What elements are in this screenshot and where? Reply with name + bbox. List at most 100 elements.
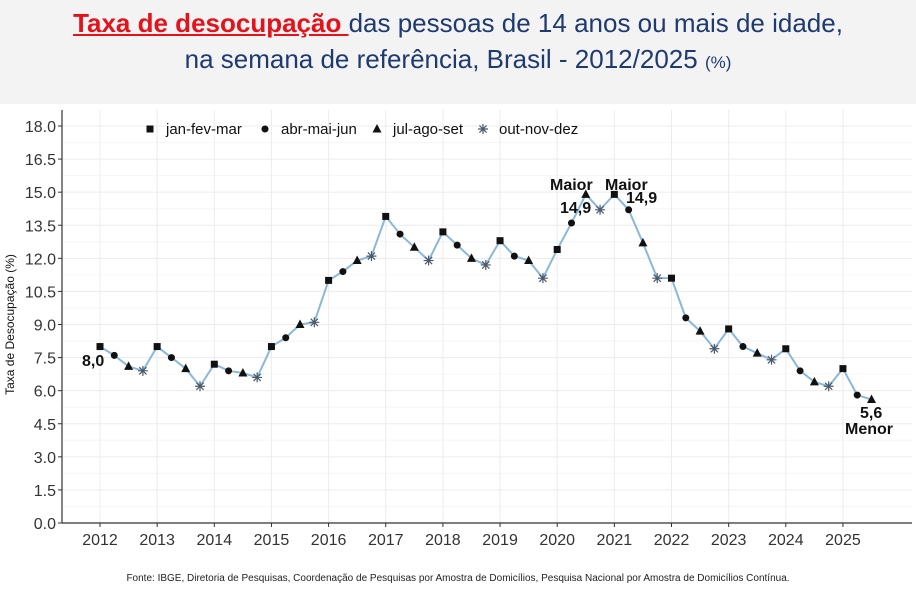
data-point	[96, 343, 104, 351]
y-tick-label: 12.0	[25, 251, 56, 268]
data-point	[567, 219, 575, 227]
legend-label: jul-ago-set	[392, 121, 464, 138]
data-point	[309, 317, 320, 328]
data-point	[453, 241, 461, 249]
data-point	[752, 348, 762, 357]
annotation-max-label: Maior	[605, 177, 648, 194]
x-tick-label: 2023	[711, 532, 747, 549]
y-tick-label: 9.0	[34, 318, 56, 335]
legend-marker-circle	[261, 125, 269, 133]
y-axis-label: Taxa de Desocupação (%)	[3, 254, 17, 395]
data-point	[796, 367, 804, 375]
data-point	[252, 372, 263, 383]
x-tick-label: 2025	[825, 532, 861, 549]
title-unit: (%)	[704, 53, 732, 72]
legend-label: jan-fev-mar	[165, 121, 242, 138]
x-tick-label: 2022	[654, 532, 690, 549]
data-point	[238, 368, 248, 377]
data-point	[295, 319, 305, 328]
data-point	[396, 230, 404, 238]
legend-label: out-nov-dez	[499, 121, 578, 138]
data-point	[423, 255, 434, 266]
data-point	[610, 190, 618, 198]
annotation-min-value: 5,6	[860, 405, 882, 422]
data-point	[809, 376, 819, 386]
data-point	[137, 365, 148, 376]
data-point	[652, 273, 663, 284]
y-tick-label: 7.5	[34, 351, 56, 368]
data-point	[110, 351, 118, 359]
data-point	[709, 343, 720, 354]
data-point	[167, 354, 175, 362]
annotation-first-value: 8,0	[82, 353, 104, 370]
data-point	[325, 276, 333, 284]
x-tick-label: 2012	[82, 532, 118, 549]
x-tick-label: 2021	[597, 532, 633, 549]
data-point	[267, 343, 275, 351]
data-point	[339, 268, 347, 276]
x-tick-label: 2015	[254, 532, 290, 549]
data-point	[439, 228, 447, 236]
y-tick-label: 15.0	[25, 185, 56, 202]
data-point	[496, 237, 504, 245]
y-tick-label: 1.5	[34, 483, 56, 500]
data-point	[181, 363, 191, 373]
x-tick-label: 2017	[368, 532, 404, 549]
title-line-2: na semana de referência, Brasil - 2012/2…	[0, 44, 916, 75]
y-tick-label: 0.0	[34, 516, 56, 533]
annotation-max-value: 14,9	[560, 200, 591, 217]
unemployment-chart: 0.0 1.5 3.0 4.5 6.0 7.5 9.0 10.5 12.0 13.5 15.0 16.…	[3, 110, 912, 549]
data-point	[625, 206, 633, 214]
data-point	[853, 391, 861, 399]
data-point	[524, 255, 534, 265]
data-point	[682, 314, 690, 322]
data-point	[595, 204, 606, 215]
data-point	[124, 361, 134, 370]
title-highlight: Taxa de desocupação	[73, 8, 349, 38]
y-tick-label: 4.5	[34, 417, 56, 434]
legend-marker-triangle	[372, 124, 382, 133]
y-tick-label: 6.0	[34, 384, 56, 401]
data-point	[195, 381, 206, 392]
data-point	[739, 343, 747, 351]
data-point	[409, 242, 419, 251]
x-tick-label: 2024	[768, 532, 804, 549]
x-tick-label: 2014	[197, 532, 233, 549]
data-point	[782, 345, 790, 353]
source-note: Fonte: IBGE, Diretoria de Pesquisas, Coo…	[126, 573, 790, 584]
data-point	[867, 394, 877, 403]
annotation-max-label: Maior	[550, 177, 593, 194]
data-point	[823, 381, 834, 392]
data-point	[668, 274, 675, 282]
data-point	[638, 237, 648, 247]
data-point	[282, 334, 290, 342]
title-line-1: Taxa de desocupação das pessoas de 14 an…	[0, 8, 916, 39]
legend-marker-square	[146, 125, 154, 133]
title-rest: das pessoas de 14 anos ou mais de idade,	[348, 8, 843, 38]
x-tick-label: 2016	[311, 532, 347, 549]
legend-label: abr-mai-jun	[281, 121, 357, 138]
data-point	[766, 354, 777, 365]
data-point	[352, 255, 362, 265]
title-banner: Taxa de desocupação das pessoas de 14 an…	[0, 0, 916, 104]
data-point	[510, 252, 518, 260]
data-point	[480, 259, 491, 270]
data-point	[153, 343, 161, 351]
data-point	[225, 367, 233, 375]
y-tick-label: 3.0	[34, 450, 56, 467]
x-tick-label: 2019	[482, 532, 518, 549]
y-tick-label: 18.0	[25, 119, 56, 136]
x-tick-label: 2020	[539, 532, 575, 549]
data-point	[839, 365, 847, 373]
y-tick-label: 10.5	[25, 284, 56, 301]
data-point	[581, 189, 591, 198]
x-tick-label: 2013	[139, 532, 175, 549]
data-point	[210, 360, 218, 368]
y-tick-label: 16.5	[25, 152, 56, 169]
data-point	[537, 273, 548, 284]
legend-marker-asterisk	[478, 124, 488, 134]
data-point	[382, 212, 390, 220]
annotation-min-label: Menor	[845, 421, 893, 438]
data-point	[466, 253, 476, 262]
data-point	[695, 326, 705, 335]
